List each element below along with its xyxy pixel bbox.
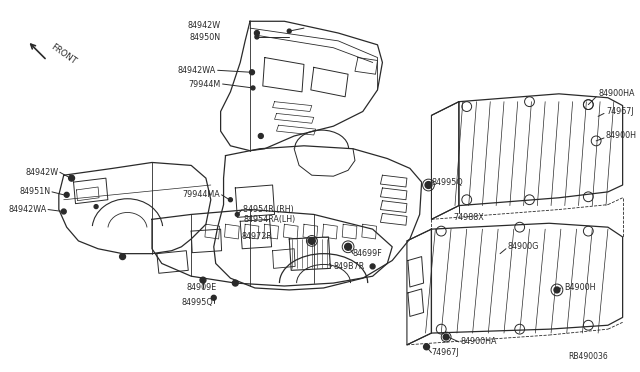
Text: 74967J: 74967J bbox=[606, 107, 634, 116]
Circle shape bbox=[554, 287, 560, 293]
Circle shape bbox=[424, 344, 429, 350]
Text: 84995Q: 84995Q bbox=[181, 298, 213, 307]
Text: 84951N: 84951N bbox=[20, 187, 51, 196]
Text: 84900HA: 84900HA bbox=[598, 89, 635, 98]
Text: 84942WA: 84942WA bbox=[9, 205, 47, 214]
Text: 84950N: 84950N bbox=[189, 33, 221, 42]
Text: 84954RA(LH): 84954RA(LH) bbox=[243, 215, 296, 224]
Text: RB490036: RB490036 bbox=[568, 352, 608, 361]
Circle shape bbox=[259, 134, 263, 138]
Circle shape bbox=[94, 205, 98, 209]
Circle shape bbox=[425, 182, 432, 189]
Text: 74988X: 74988X bbox=[453, 213, 484, 222]
Text: 84900HA: 84900HA bbox=[461, 337, 497, 346]
Circle shape bbox=[345, 243, 351, 250]
Circle shape bbox=[61, 209, 66, 214]
Circle shape bbox=[232, 280, 238, 286]
Text: 84909E: 84909E bbox=[186, 283, 216, 292]
Text: 84942W: 84942W bbox=[26, 168, 59, 177]
Circle shape bbox=[444, 334, 449, 340]
Text: 84942W: 84942W bbox=[188, 21, 221, 30]
Circle shape bbox=[120, 254, 125, 260]
Circle shape bbox=[68, 175, 74, 181]
Text: 84699F: 84699F bbox=[353, 249, 383, 258]
Circle shape bbox=[211, 295, 216, 300]
Text: 84995Q: 84995Q bbox=[431, 177, 463, 187]
Text: B4900H: B4900H bbox=[564, 283, 595, 292]
Text: 84954R (RH): 84954R (RH) bbox=[243, 205, 294, 214]
Text: 84900H: 84900H bbox=[606, 131, 637, 141]
Text: FRONT: FRONT bbox=[49, 43, 77, 67]
Text: 79944M: 79944M bbox=[188, 80, 221, 89]
Circle shape bbox=[250, 70, 255, 75]
Text: 84972R: 84972R bbox=[242, 232, 273, 241]
Circle shape bbox=[236, 212, 239, 217]
Circle shape bbox=[255, 31, 259, 35]
Text: 84900G: 84900G bbox=[508, 242, 540, 251]
Circle shape bbox=[228, 198, 232, 202]
Text: 849B7R: 849B7R bbox=[333, 262, 365, 271]
Text: 74967J: 74967J bbox=[431, 348, 459, 357]
Circle shape bbox=[64, 192, 69, 197]
Text: 79944MA: 79944MA bbox=[183, 190, 221, 199]
Circle shape bbox=[370, 264, 375, 269]
Circle shape bbox=[287, 29, 291, 33]
Circle shape bbox=[251, 86, 255, 90]
Text: 84942WA: 84942WA bbox=[177, 66, 216, 75]
Circle shape bbox=[200, 277, 206, 283]
Circle shape bbox=[308, 237, 316, 244]
Circle shape bbox=[255, 35, 259, 39]
